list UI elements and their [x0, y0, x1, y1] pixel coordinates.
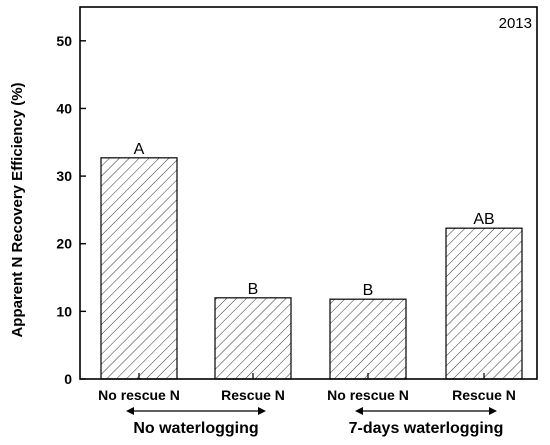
- y-tick-label: 10: [56, 303, 72, 319]
- y-tick-label: 20: [56, 236, 72, 252]
- significance-label: B: [363, 282, 374, 299]
- y-tick-label: 50: [56, 33, 72, 49]
- significance-label: A: [134, 141, 145, 158]
- x-tick-label: No rescue N: [98, 387, 180, 403]
- year-annotation: 2013: [499, 15, 532, 32]
- plot-area: 0 10 20 30 40 50 A No rescue N B Rescue N B No resc…: [56, 6, 538, 437]
- plot-frame: [79, 6, 538, 380]
- y-axis-label: Apparent N Recovery Efficiency (%): [9, 82, 26, 337]
- x-tick-label: No rescue N: [327, 387, 409, 403]
- bar: [445, 227, 523, 380]
- bar: [100, 157, 178, 380]
- y-tick-label: 0: [64, 371, 72, 387]
- significance-label: AB: [473, 211, 494, 228]
- x-tick-label: Rescue N: [452, 387, 516, 403]
- group-label: No waterlogging: [133, 420, 258, 437]
- y-tick-label: 30: [56, 168, 72, 184]
- y-tick-label: 40: [56, 100, 72, 116]
- bar: [214, 297, 292, 380]
- group-label: 7-days waterlogging: [349, 420, 504, 437]
- x-tick-label: Rescue N: [221, 387, 285, 403]
- group-arrow-head-right: [258, 407, 266, 415]
- significance-label: B: [248, 281, 259, 298]
- group-arrow-head-left: [355, 407, 363, 415]
- group-arrow-head-right: [489, 407, 497, 415]
- group-arrow-head-left: [126, 407, 134, 415]
- bar: [329, 298, 407, 380]
